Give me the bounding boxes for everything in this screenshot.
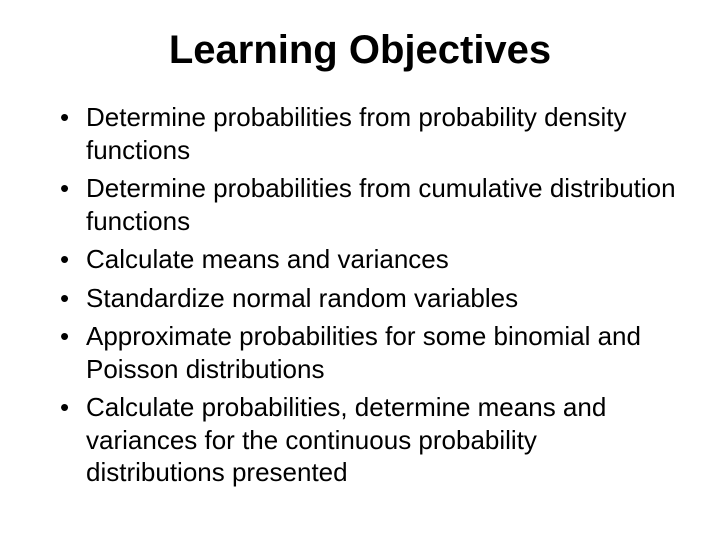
bullet-list: Determine probabilities from probability… [40, 101, 680, 489]
list-item: Approximate probabilities for some binom… [60, 320, 680, 385]
list-item: Calculate means and variances [60, 243, 680, 276]
list-item: Determine probabilities from probability… [60, 101, 680, 166]
list-item: Determine probabilities from cumulative … [60, 172, 680, 237]
slide-title: Learning Objectives [40, 28, 680, 73]
list-item: Calculate probabilities, determine means… [60, 391, 680, 489]
list-item: Standardize normal random variables [60, 282, 680, 315]
